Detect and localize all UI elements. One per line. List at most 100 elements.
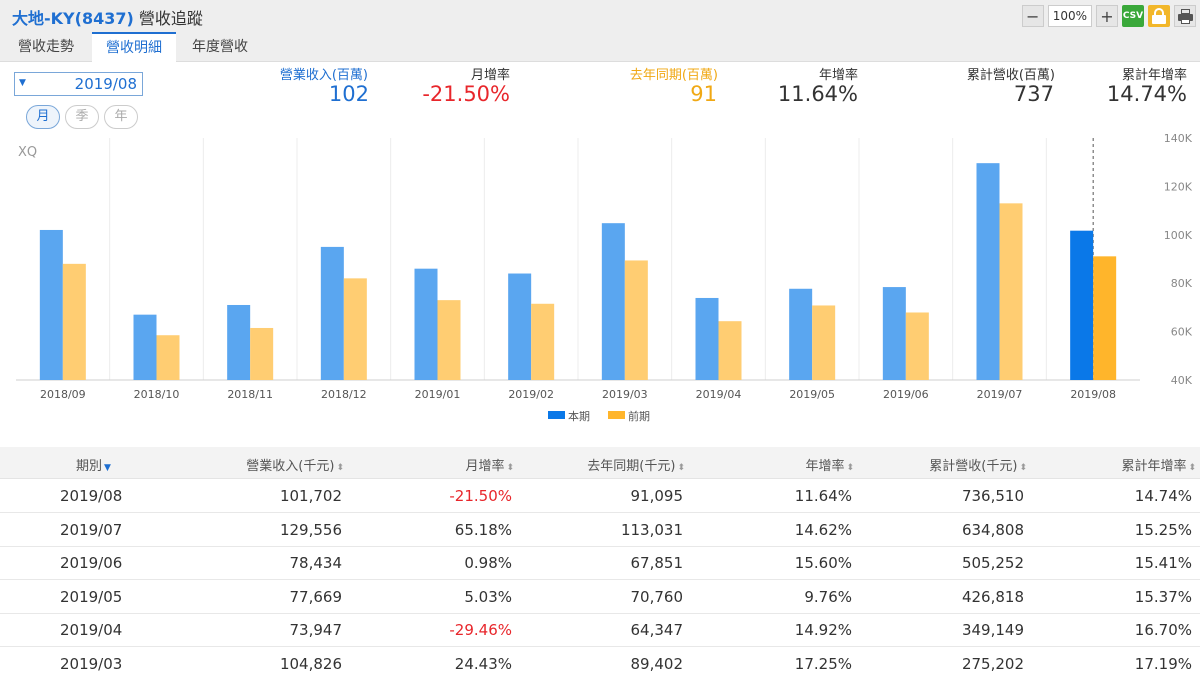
csv-export-button[interactable]: CSV — [1122, 5, 1144, 27]
bar-current — [882, 287, 906, 380]
tab-revenue-trend[interactable]: 營收走勢 — [18, 39, 74, 55]
x-tick-label: 2018/12 — [321, 388, 367, 401]
legend-swatch — [548, 411, 565, 419]
column-header-label: 期別 — [76, 459, 103, 474]
stat-cumulative-label: 累計營收(百萬) — [966, 68, 1055, 83]
y-tick-label: 100K — [1164, 229, 1193, 242]
table-cell: 17.19% — [1134, 654, 1192, 673]
table-header: 期別 ▼ 營業收入(千元) ⬍ 月增率 ⬍ 去年同期(千元) ⬍ 年增率 ⬍ 累計營收(千元) ⬍ 累計… — [0, 447, 1200, 479]
lock-button[interactable] — [1148, 5, 1170, 27]
table-row[interactable]: 2019/05 77,669 5.03% 70,760 9.76% 426,818 15.3… — [0, 580, 1200, 614]
bar-previous — [624, 260, 648, 380]
sort-icon: ⬍ — [677, 463, 685, 473]
column-header[interactable]: 年增率 ⬍ — [805, 455, 854, 474]
bar-current — [508, 273, 532, 380]
sort-icon: ▼ — [104, 463, 111, 473]
bar-previous — [62, 263, 86, 380]
bar-previous — [1093, 256, 1117, 380]
table-row[interactable]: 2019/08 101,702 -21.50% 91,095 11.64% 736,510… — [0, 480, 1200, 513]
bar-previous — [343, 278, 367, 380]
x-tick-label: 2019/02 — [508, 388, 554, 401]
table-cell: 2019/05 — [60, 587, 123, 606]
table-cell: -29.46% — [449, 621, 512, 639]
table-cell: 736,510 — [961, 487, 1024, 505]
column-header[interactable]: 月增率 ⬍ — [465, 455, 514, 474]
table-cell: 70,760 — [630, 587, 684, 606]
table-row[interactable]: 2019/06 78,434 0.98% 67,851 15.60% 505,252 15.… — [0, 547, 1200, 580]
plus-icon: + — [1100, 6, 1114, 26]
stat-cumulative-yoy-label: 累計年增率 — [1121, 68, 1187, 83]
column-header[interactable]: 期別 ▼ — [76, 455, 111, 474]
table-cell: 91,095 — [630, 487, 684, 505]
page-title-text: 營收追蹤 — [138, 9, 203, 28]
stat-last-year-label: 去年同期(百萬) — [629, 68, 718, 83]
bar-previous — [156, 335, 180, 380]
company-name: 大地-KY(8437) — [12, 9, 134, 28]
bar-current — [414, 268, 438, 380]
sort-icon: ⬍ — [846, 463, 854, 473]
table-cell: 15.37% — [1134, 587, 1192, 606]
x-tick-label: 2019/01 — [415, 388, 461, 401]
toolbar: − 100% + CSV — [1021, 4, 1196, 28]
bar-previous — [531, 303, 555, 380]
table-cell: 73,947 — [289, 621, 343, 639]
bar-previous — [812, 305, 836, 380]
stat-last-year-value: 91 — [690, 82, 717, 106]
minus-icon: − — [1025, 6, 1040, 26]
table-row[interactable]: 2019/03 104,826 24.43% 89,402 17.25% 275,202 1… — [0, 647, 1200, 675]
zoom-in-button[interactable]: + — [1096, 5, 1118, 27]
bar-current — [695, 297, 719, 380]
period-select[interactable]: ▼ 2019/08 — [14, 72, 143, 96]
granularity-quarter-button[interactable]: 季 — [65, 105, 99, 129]
column-header-label: 累計營收(千元) — [929, 459, 1018, 474]
granularity-year-button[interactable]: 年 — [104, 105, 138, 129]
table-cell: -21.50% — [449, 487, 512, 505]
x-tick-label: 2019/03 — [602, 388, 648, 401]
sort-icon: ⬍ — [336, 463, 344, 473]
bar-current — [1070, 230, 1094, 380]
table-cell: 113,031 — [620, 520, 683, 539]
table-cell: 11.64% — [794, 487, 852, 505]
bar-current — [133, 314, 157, 380]
bar-current — [601, 223, 625, 380]
table-cell: 14.74% — [1134, 487, 1192, 505]
table-cell: 15.60% — [794, 554, 852, 572]
column-header[interactable]: 累計年增率 ⬍ — [1121, 455, 1196, 474]
tab-revenue-detail[interactable]: 營收明細 — [92, 32, 176, 63]
table-cell: 24.43% — [454, 654, 512, 673]
x-tick-label: 2019/06 — [883, 388, 929, 401]
table-cell: 101,702 — [279, 487, 342, 505]
table-cell: 5.03% — [464, 587, 512, 606]
column-header[interactable]: 去年同期(千元) ⬍ — [587, 455, 685, 474]
bar-current — [789, 288, 813, 380]
x-tick-label: 2018/09 — [40, 388, 86, 401]
x-tick-label: 2019/07 — [977, 388, 1023, 401]
revenue-bar-chart: 40K 60K 80K 100K 120K 140K 2018/09 2018/10 2018/… — [16, 132, 1193, 423]
legend-label: 前期 — [628, 409, 650, 423]
table-cell: 275,202 — [961, 654, 1024, 673]
table-cell: 17.25% — [794, 654, 852, 673]
table-cell: 15.25% — [1134, 520, 1192, 539]
table-cell: 64,347 — [630, 621, 684, 639]
stat-yoy-label: 年增率 — [818, 68, 858, 83]
column-header-label: 月增率 — [465, 459, 505, 474]
table-cell: 16.70% — [1134, 621, 1192, 639]
column-header[interactable]: 累計營收(千元) ⬍ — [929, 455, 1027, 474]
zoom-out-button[interactable]: − — [1021, 5, 1044, 27]
print-button[interactable] — [1174, 5, 1196, 27]
bar-current — [976, 163, 1000, 380]
table-row[interactable]: 2019/07 129,556 65.18% 113,031 14.62% 634,808… — [0, 513, 1200, 547]
tab-annual-revenue[interactable]: 年度營收 — [192, 39, 248, 55]
table-cell: 634,808 — [961, 520, 1024, 539]
table-row[interactable]: 2019/04 73,947 -29.46% 64,347 14.92% 349,149 1… — [0, 614, 1200, 647]
zoom-level: 100% — [1047, 5, 1092, 27]
column-header[interactable]: 營業收入(千元) ⬍ — [246, 455, 344, 474]
granularity-month-button[interactable]: 月 — [26, 105, 60, 129]
stat-cumulative-value: 737 — [1013, 82, 1054, 106]
table-cell: 2019/04 — [60, 621, 123, 639]
x-tick-label: 2019/08 — [1070, 388, 1116, 401]
table-cell: 15.41% — [1134, 554, 1192, 572]
bar-previous — [718, 321, 742, 380]
bar-previous — [999, 203, 1023, 380]
sort-icon: ⬍ — [1019, 463, 1027, 473]
